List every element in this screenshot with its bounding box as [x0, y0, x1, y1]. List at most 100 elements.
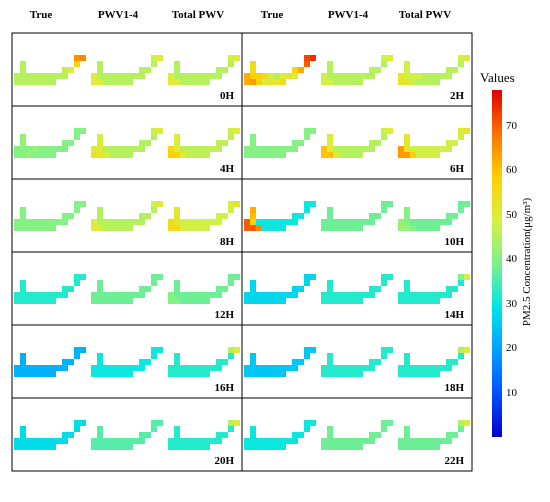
heatmap-cell	[204, 152, 210, 158]
heatmap-cell	[286, 146, 292, 152]
heatmap-cell	[44, 225, 50, 231]
heatmap-cell	[321, 444, 327, 450]
heatmap-cell	[20, 67, 26, 73]
heatmap-cell	[256, 79, 262, 85]
heatmap-pwv1-4	[321, 274, 393, 304]
heatmap-cell	[127, 365, 133, 371]
heatmap-cell	[250, 371, 256, 377]
heatmap-cell	[145, 67, 151, 73]
heatmap-cell	[262, 371, 268, 377]
heatmap-total-pwv	[398, 55, 470, 85]
heatmap-cell	[268, 79, 274, 85]
heatmap-cell	[416, 152, 422, 158]
heatmap-cell	[20, 146, 26, 152]
heatmap-cell	[250, 426, 256, 432]
heatmap-cell	[428, 365, 434, 371]
heatmap-cell	[222, 213, 228, 219]
heatmap-cell	[345, 152, 351, 158]
heatmap-cell	[286, 73, 292, 79]
heatmap-cell	[410, 79, 416, 85]
heatmap-cell	[234, 420, 240, 426]
heatmap-cell	[321, 371, 327, 377]
heatmap-cell	[234, 55, 240, 61]
heatmap-cell	[274, 73, 280, 79]
heatmap-cell	[139, 140, 145, 146]
heatmap-cell	[292, 286, 298, 292]
heatmap-cell	[20, 438, 26, 444]
heatmap-cell	[250, 152, 256, 158]
heatmap-cell	[250, 438, 256, 444]
heatmap-cell	[174, 298, 180, 304]
heatmap-cell	[204, 298, 210, 304]
heatmap-cell	[268, 73, 274, 79]
heatmap-cell	[103, 438, 109, 444]
heatmap-cell	[262, 79, 268, 85]
heatmap-cell	[369, 73, 375, 79]
heatmap-cell	[333, 146, 339, 152]
heatmap-cell	[446, 292, 452, 298]
heatmap-cell	[262, 73, 268, 79]
panel-grid: 0H 2H 4H 6H 8H 10H 12H 14H 16H 18H 20H 22H	[11, 32, 473, 472]
heatmap-cell	[186, 298, 192, 304]
heatmap-cell	[250, 219, 256, 225]
heatmap-cell	[298, 140, 304, 146]
heatmap-true	[14, 347, 86, 377]
heatmap-cell	[369, 292, 375, 298]
hour-label: 2H	[450, 90, 465, 102]
heatmap-cell	[234, 347, 240, 353]
heatmap-cell	[228, 274, 234, 280]
heatmap-cell	[404, 134, 410, 140]
heatmap-cell	[434, 438, 440, 444]
heatmap-cell	[192, 152, 198, 158]
heatmap-cell	[387, 128, 393, 134]
heatmap-true	[244, 274, 316, 304]
heatmap-cell	[139, 292, 145, 298]
heatmap-cell	[198, 219, 204, 225]
heatmap-cell	[68, 359, 74, 365]
heatmap-cell	[139, 67, 145, 73]
heatmap-cell	[357, 365, 363, 371]
heatmap-true	[14, 274, 86, 304]
heatmap-cell	[416, 292, 422, 298]
heatmap-cell	[381, 201, 387, 207]
heatmap-cell	[44, 292, 50, 298]
heatmap-cell	[321, 73, 327, 79]
heatmap-cell	[26, 371, 32, 377]
heatmap-cell	[151, 55, 157, 61]
heatmap-cell	[321, 79, 327, 85]
heatmap-cell	[97, 359, 103, 365]
heatmap-cell	[228, 426, 234, 432]
heatmap-cell	[250, 207, 256, 213]
heatmap-cell	[339, 298, 345, 304]
heatmap-cell	[250, 140, 256, 146]
heatmap-cell	[434, 152, 440, 158]
heatmap-cell	[351, 444, 357, 450]
heatmap-cell	[26, 73, 32, 79]
heatmap-cell	[74, 347, 80, 353]
heatmap-cell	[109, 438, 115, 444]
heatmap-cell	[174, 371, 180, 377]
heatmap-cell	[416, 146, 422, 152]
heatmap-cell	[339, 73, 345, 79]
heatmap-cell	[321, 292, 327, 298]
heatmap-cell	[32, 219, 38, 225]
heatmap-cell	[168, 444, 174, 450]
heatmap-cell	[234, 201, 240, 207]
heatmap-cell	[174, 152, 180, 158]
heatmap-cell	[304, 61, 310, 67]
heatmap-cell	[250, 286, 256, 292]
heatmap-cell	[410, 438, 416, 444]
heatmap-cell	[50, 79, 56, 85]
heatmap-cell	[20, 432, 26, 438]
heatmap-cell	[327, 73, 333, 79]
heatmap-cell	[452, 140, 458, 146]
heatmap-cell	[292, 365, 298, 371]
heatmap-cell	[339, 225, 345, 231]
heatmap-cell	[428, 79, 434, 85]
heatmap-cell	[268, 444, 274, 450]
heatmap-cell	[62, 438, 68, 444]
heatmap-cell	[458, 420, 464, 426]
colorbar-title: Values	[480, 70, 515, 85]
heatmap-cell	[62, 73, 68, 79]
